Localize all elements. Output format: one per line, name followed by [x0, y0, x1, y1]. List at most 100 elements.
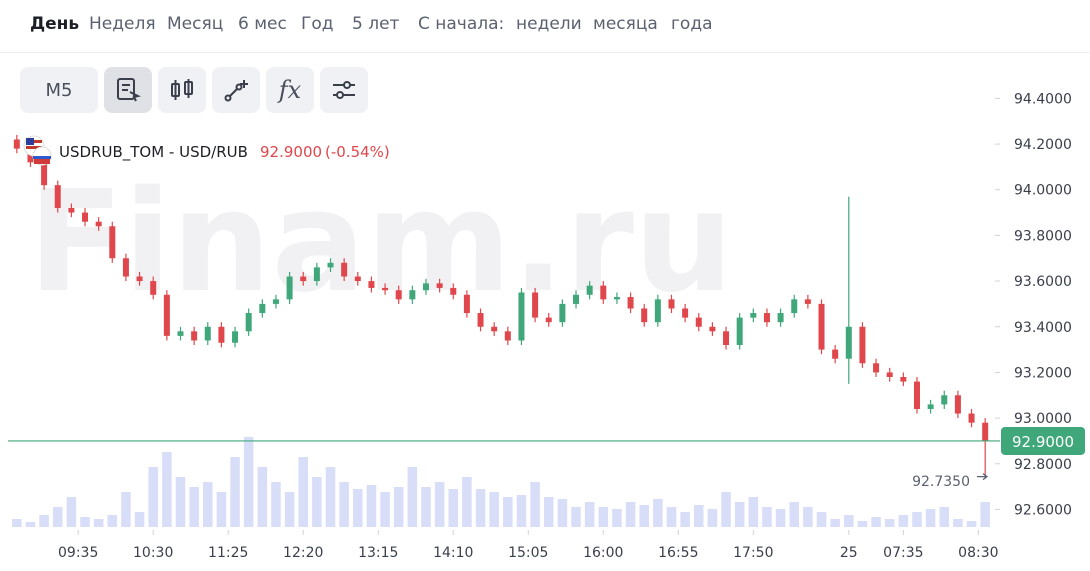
candle-body	[613, 297, 620, 300]
candle-body	[791, 299, 798, 314]
period[interactable]: День	[30, 14, 80, 34]
interval-button[interactable]: M5	[20, 67, 98, 113]
volume-bar	[66, 497, 77, 527]
candle-body	[41, 162, 48, 186]
volume-bar	[844, 515, 854, 527]
x-tick-label: 07:35	[883, 545, 923, 561]
candle-body	[204, 326, 211, 341]
volume-bar	[762, 507, 772, 527]
volume-bar	[243, 437, 254, 527]
x-tick-label: 10:30	[133, 545, 173, 561]
settings-button[interactable]	[320, 67, 368, 113]
x-tick-label: 14:10	[433, 545, 473, 561]
candle-body	[804, 299, 811, 304]
volume-bar	[803, 507, 813, 527]
volume-bar	[216, 492, 227, 527]
volume-bar	[871, 517, 881, 527]
candle-body	[368, 281, 375, 288]
period[interactable]: Месяц	[167, 14, 224, 34]
candle-body	[150, 281, 157, 295]
indicators-button[interactable]: fx	[266, 67, 314, 113]
volume-bar	[325, 467, 336, 527]
instrument-name: USDRUB_TOM - USD/RUB	[59, 143, 248, 162]
volume-bar	[121, 492, 131, 527]
y-tick-label: 92.6000	[1014, 502, 1072, 518]
volume-bar	[39, 515, 49, 527]
volume-bar	[25, 522, 36, 527]
x-tick-label: 16:55	[658, 545, 698, 561]
volume-bar	[284, 492, 295, 527]
candle-body	[436, 283, 443, 288]
x-tick-label: 08:30	[958, 545, 998, 561]
candle-body	[13, 139, 20, 149]
drawing-button[interactable]	[212, 67, 260, 113]
chart-type-button[interactable]	[158, 67, 206, 113]
volume-bar	[707, 509, 718, 527]
candle-body	[695, 317, 702, 327]
period[interactable]: недели	[516, 14, 582, 34]
volume-bar	[721, 492, 731, 527]
candle-body	[845, 326, 852, 359]
candle-body	[654, 299, 661, 323]
period[interactable]: 5 лет	[352, 14, 400, 34]
volume-bar	[666, 507, 677, 527]
candle-body	[641, 308, 648, 323]
candle-body	[300, 276, 307, 282]
candle-body	[968, 413, 975, 423]
volume-bar	[148, 467, 158, 527]
y-tick-label: 94.0000	[1014, 183, 1072, 199]
period[interactable]: года	[671, 14, 713, 34]
volume-bar	[271, 482, 281, 527]
volume-bar	[339, 482, 349, 527]
y-tick-label: 93.0000	[1014, 411, 1072, 427]
candle-body	[518, 292, 525, 341]
candle-body	[954, 395, 961, 414]
candle-body	[873, 363, 880, 373]
volume-bar	[162, 452, 172, 527]
candle-body	[586, 285, 593, 295]
x-tick-label: 11:25	[208, 545, 248, 561]
candle-body	[532, 292, 539, 318]
candle-body	[982, 422, 989, 441]
candle-body	[573, 294, 580, 304]
period[interactable]: Неделя	[89, 14, 156, 34]
candle-body	[382, 287, 389, 291]
candle-body	[341, 262, 348, 277]
volume-bar	[557, 499, 568, 527]
candle-body	[886, 372, 893, 377]
candle-body	[491, 326, 498, 332]
volume-bar	[816, 512, 827, 527]
candle-body	[409, 290, 416, 300]
volume-bar	[530, 482, 540, 527]
y-tick-label: 93.4000	[1014, 320, 1072, 336]
candle-body	[422, 283, 429, 291]
volume-bar	[912, 512, 922, 527]
period[interactable]: месяца	[593, 14, 658, 34]
volume-bar	[93, 519, 104, 527]
volume-bar	[830, 519, 840, 527]
period[interactable]: Год	[301, 14, 334, 34]
candle-body	[709, 326, 716, 332]
x-tick-label: 17:50	[733, 545, 773, 561]
candle-body	[136, 276, 143, 282]
candle-body	[463, 294, 470, 314]
candle-body	[218, 326, 225, 343]
y-tick-label: 94.4000	[1014, 91, 1072, 107]
volume-bar	[653, 499, 663, 527]
candle-body	[504, 331, 511, 341]
candle-body	[913, 381, 920, 409]
volume-bar	[52, 507, 63, 527]
y-tick-label: 92.8000	[1014, 457, 1072, 473]
candle-body	[736, 317, 743, 346]
legend-button[interactable]	[104, 67, 152, 113]
volume-bar	[584, 502, 595, 527]
candle-body	[163, 294, 170, 336]
candle-body	[122, 258, 129, 277]
volume-bar	[353, 489, 363, 527]
volume-bar	[312, 477, 322, 527]
candle-body	[832, 349, 839, 359]
period[interactable]: 6 мес	[238, 14, 287, 34]
volume-bar	[775, 509, 786, 527]
volume-bar	[448, 489, 459, 527]
